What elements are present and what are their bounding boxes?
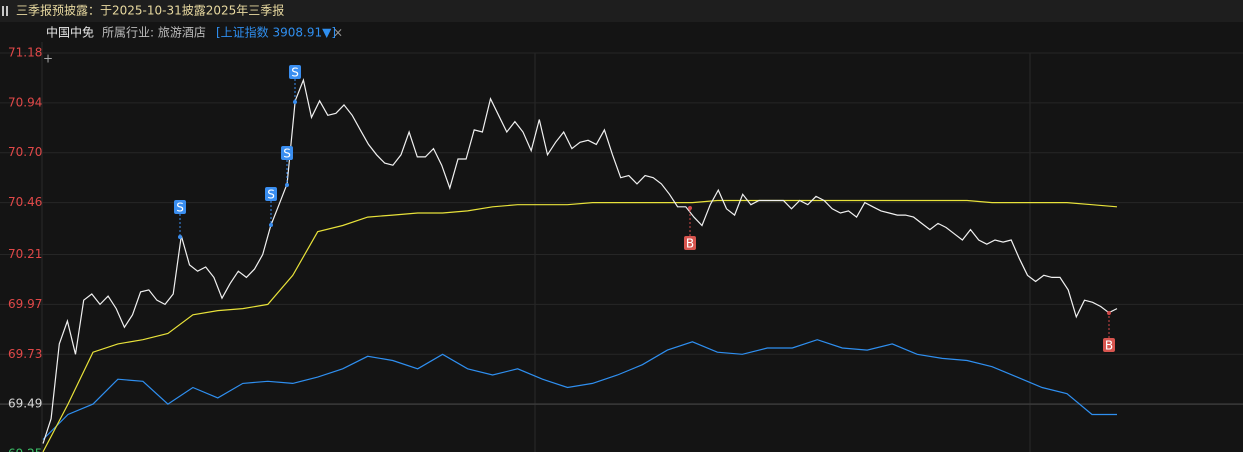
crosshair-icon: +: [43, 52, 53, 66]
icon: [6, 6, 8, 16]
series-line: [42, 199, 1118, 452]
signal-label: B: [686, 237, 694, 251]
signal-dot: [1107, 311, 1111, 315]
industry: 所属行业: 旅游酒店: [102, 26, 206, 40]
notice: 三季报预披露：于2025-10-31披露2025年三季报: [16, 3, 284, 18]
signal-dot: [293, 100, 297, 104]
notice-bar: [0, 0, 1243, 22]
signal-dot: [285, 183, 289, 187]
y-tick-label: 70.70: [8, 145, 42, 159]
signal-badge: [265, 187, 277, 201]
index-link[interactable]: [上证指数 3908.91▼]: [216, 25, 336, 40]
icon: [2, 6, 4, 16]
y-tick-label: 69.97: [8, 297, 42, 311]
signal-label: B: [1105, 339, 1113, 353]
y-tick-label: 70.94: [8, 95, 42, 109]
y-tick-label: 69.73: [8, 347, 42, 361]
signal-badge: [174, 200, 186, 214]
close-button[interactable]: ×: [333, 26, 343, 40]
signal-badge: [1103, 338, 1115, 352]
series-line: [42, 77, 1118, 444]
signal-badge: [684, 236, 696, 250]
stock-name: 中国中免: [46, 25, 94, 40]
y-tick-label: 71.18: [8, 46, 42, 60]
signal-label: S: [283, 147, 291, 161]
signal-dot: [688, 206, 692, 210]
signal-badge: [289, 65, 301, 79]
y-tick-label: 69.49: [8, 397, 42, 411]
series-line: [42, 339, 1117, 440]
signal-label: S: [176, 201, 184, 215]
y-tick-label: 70.21: [8, 247, 42, 261]
signal-dot: [178, 235, 182, 239]
signal-label: S: [267, 188, 275, 202]
signal-badge: [281, 146, 293, 160]
signal-label: S: [291, 66, 299, 80]
y-tick-label: 69.25: [8, 447, 42, 452]
signal-dot: [269, 223, 273, 227]
y-tick-label: 70.46: [8, 195, 42, 209]
